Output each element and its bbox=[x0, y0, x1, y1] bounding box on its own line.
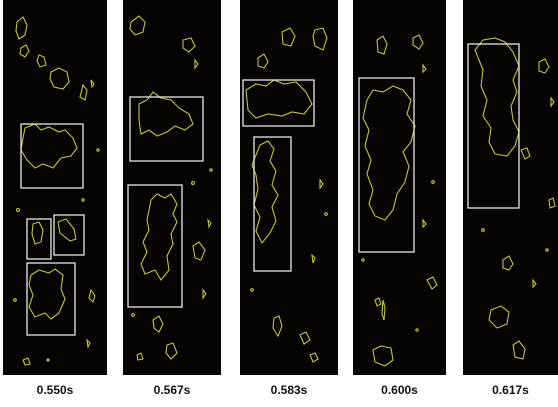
contour-image-5 bbox=[467, 37, 556, 360]
frame-panel-1 bbox=[3, 0, 107, 375]
frame-panel-3 bbox=[240, 0, 338, 375]
contour-image-2 bbox=[127, 15, 213, 361]
frame-panel-4 bbox=[353, 0, 446, 375]
frame-label-4: 0.600s bbox=[381, 383, 418, 397]
frame-label-3: 0.583s bbox=[270, 383, 308, 397]
frame-panel-5 bbox=[463, 0, 558, 375]
contour-image-4 bbox=[358, 34, 438, 367]
frame-label-2: 0.567s bbox=[153, 383, 191, 397]
contour-image-1 bbox=[13, 16, 100, 366]
frame-label-1: 0.550s bbox=[36, 383, 74, 397]
frame-label-5: 0.617s bbox=[492, 383, 529, 397]
frame-panel-2 bbox=[123, 0, 221, 375]
contour-image-3 bbox=[242, 27, 328, 363]
